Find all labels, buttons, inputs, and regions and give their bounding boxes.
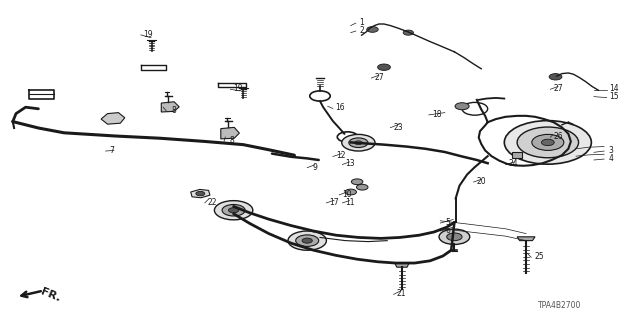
Text: 1: 1 (359, 18, 364, 27)
Text: 22: 22 (208, 198, 217, 207)
Circle shape (541, 139, 554, 146)
Text: 8: 8 (172, 106, 177, 115)
Circle shape (356, 184, 368, 190)
Circle shape (355, 141, 362, 145)
Text: FR.: FR. (40, 287, 63, 303)
Text: 26: 26 (553, 132, 563, 141)
Circle shape (214, 201, 253, 220)
Circle shape (196, 191, 205, 196)
Text: 12: 12 (336, 151, 345, 160)
Text: 6: 6 (445, 226, 451, 235)
Text: 11: 11 (346, 198, 355, 207)
Circle shape (447, 233, 462, 241)
Text: 13: 13 (345, 159, 355, 168)
Circle shape (517, 127, 579, 158)
Circle shape (351, 179, 363, 185)
Text: 5: 5 (445, 218, 451, 227)
Text: 24: 24 (508, 159, 518, 168)
Circle shape (455, 103, 469, 110)
Text: 3: 3 (609, 146, 614, 155)
Text: 10: 10 (342, 190, 352, 199)
Text: 19: 19 (143, 30, 154, 39)
Polygon shape (517, 237, 535, 241)
Text: 8: 8 (229, 136, 234, 145)
Text: 25: 25 (534, 252, 544, 261)
Text: 15: 15 (609, 92, 620, 101)
Text: 21: 21 (397, 289, 406, 298)
Circle shape (342, 134, 375, 151)
Text: 18: 18 (432, 110, 441, 119)
Polygon shape (101, 113, 125, 124)
Text: 2: 2 (359, 26, 364, 35)
Circle shape (228, 208, 239, 213)
Text: 27: 27 (553, 84, 563, 93)
Text: 19: 19 (233, 84, 243, 93)
Circle shape (302, 238, 312, 243)
Circle shape (367, 27, 378, 32)
Circle shape (504, 121, 591, 164)
Circle shape (345, 189, 356, 195)
Circle shape (296, 235, 319, 246)
Polygon shape (512, 152, 522, 158)
Polygon shape (395, 263, 409, 267)
Text: 27: 27 (374, 73, 384, 82)
Text: 4: 4 (609, 154, 614, 163)
Polygon shape (161, 102, 179, 112)
Circle shape (549, 74, 562, 80)
Circle shape (403, 30, 413, 35)
Circle shape (288, 231, 326, 250)
Circle shape (532, 134, 564, 150)
Polygon shape (191, 189, 210, 198)
Text: 14: 14 (609, 84, 620, 93)
Text: 23: 23 (393, 123, 403, 132)
Text: 20: 20 (476, 177, 486, 186)
Text: 16: 16 (335, 103, 346, 112)
Circle shape (439, 229, 470, 244)
Polygon shape (221, 127, 239, 139)
Circle shape (378, 64, 390, 70)
Circle shape (349, 138, 368, 148)
Text: TPA4B2700: TPA4B2700 (538, 301, 582, 310)
Text: 9: 9 (312, 163, 317, 172)
Circle shape (222, 204, 245, 216)
Text: 17: 17 (329, 198, 339, 207)
Text: 7: 7 (109, 146, 115, 155)
